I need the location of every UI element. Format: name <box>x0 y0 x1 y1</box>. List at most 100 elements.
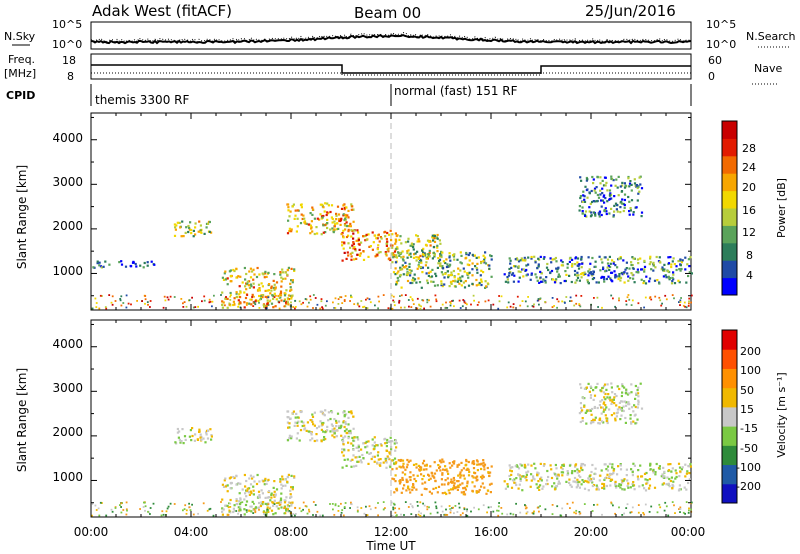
power-echo-cell <box>537 263 540 266</box>
velocity-echo-cell <box>320 428 323 431</box>
power-echo-cell <box>463 300 466 302</box>
velocity-echo-cell <box>238 500 241 503</box>
power-echo-cell <box>111 295 114 298</box>
velocity-echo-cell <box>394 439 397 442</box>
velocity-echo-cell <box>380 444 383 447</box>
power-echo-cell <box>407 237 410 240</box>
velocity-echo-cell <box>244 503 248 507</box>
velocity-echo-cell <box>584 411 587 414</box>
velocity-echo-cell <box>285 509 288 512</box>
power-echo-cell <box>416 267 419 270</box>
power-echo-cell <box>663 269 666 272</box>
power-echo-cell <box>600 213 603 217</box>
velocity-echo-cell <box>359 459 362 462</box>
power-echo-cell <box>273 292 276 295</box>
velocity-echo-cell <box>631 471 634 474</box>
power-echo-cell <box>279 291 283 295</box>
power-echo-cell <box>258 301 260 304</box>
velocity-echo-cell <box>561 464 564 467</box>
power-echo-cell <box>149 300 152 302</box>
velocity-echo-cell <box>554 463 557 467</box>
power-echo-cell <box>656 279 659 282</box>
power-echo-cell <box>669 277 672 280</box>
velocity-echo-cell <box>357 444 360 447</box>
velocity-echo-cell <box>227 514 230 516</box>
velocity-echo-cell <box>250 492 253 495</box>
velocity-echo-cell <box>519 477 522 480</box>
velocity-echo-cell <box>576 471 579 474</box>
power-echo-cell <box>557 273 560 276</box>
power-echo-cell <box>599 269 602 272</box>
power-echo-cell <box>367 255 370 258</box>
velocity-echo-cell <box>340 502 342 505</box>
velocity-echo-cell <box>618 483 621 486</box>
power-echo-cell <box>281 271 285 274</box>
velocity-echo-cell <box>95 509 98 511</box>
power-echo-cell <box>436 266 439 269</box>
velocity-echo-cell <box>356 460 359 463</box>
power-echo-cell <box>475 267 478 270</box>
velocity-echo-cell <box>434 486 438 490</box>
power-echo-cell <box>659 261 662 264</box>
velocity-echo-cell <box>428 490 431 493</box>
power-echo-cell <box>173 296 176 298</box>
velocity-echo-cell <box>251 477 254 480</box>
power-echo-cell <box>625 267 628 270</box>
power-echo-cell <box>525 268 528 272</box>
velocity-colorbar-swatch <box>722 426 737 446</box>
velocity-echo-cell <box>625 388 628 391</box>
velocity-echo-cell <box>585 480 589 483</box>
velocity-echo-cell <box>648 511 651 513</box>
power-echo-cell <box>622 271 625 274</box>
power-echo-cell <box>300 213 303 216</box>
xaxis-label: Time UT <box>365 539 416 553</box>
power-echo-cell <box>400 267 403 270</box>
date-title: 25/Jun/2016 <box>585 2 676 20</box>
power-echo-cell <box>681 259 684 262</box>
power-echo-cell <box>226 283 229 286</box>
velocity-echo-cell <box>643 513 645 516</box>
velocity-echo-cell <box>545 483 548 486</box>
power-echo-cell <box>508 267 511 271</box>
power-echo-cell <box>350 229 353 232</box>
power-cbar-label: Power [dB] <box>775 178 788 238</box>
velocity-echo-cell <box>423 464 427 467</box>
power-echo-cell <box>551 258 554 261</box>
power-echo-cell <box>488 264 491 267</box>
velocity-echo-cell <box>312 423 315 426</box>
power-echo-cell <box>224 297 227 300</box>
velocity-echo-cell <box>152 502 155 505</box>
velocity-echo-cell <box>585 410 588 413</box>
power-echo-cell <box>119 298 122 300</box>
power-echo-cell <box>503 273 506 276</box>
power-echo-cell <box>330 204 334 207</box>
power-echo-cell <box>530 272 533 275</box>
power-echo-cell <box>679 299 682 302</box>
power-echo-cell <box>479 274 482 277</box>
velocity-echo-cell <box>352 454 355 457</box>
velocity-echo-cell <box>422 459 426 462</box>
power-echo-cell <box>545 266 549 269</box>
power-echo-cell <box>583 198 586 201</box>
velocity-echo-cell <box>445 468 448 471</box>
power-echo-cell <box>182 306 185 308</box>
velocity-echo-cell <box>614 417 617 420</box>
velocity-echo-cell <box>503 480 506 483</box>
power-echo-cell <box>251 270 254 273</box>
power-echo-cell <box>358 248 361 251</box>
power-echo-cell <box>248 270 251 273</box>
velocity-echo-cell <box>173 503 176 505</box>
power-echo-cell <box>241 281 244 284</box>
velocity-echo-cell <box>294 416 297 419</box>
velocity-echo-cell <box>287 410 290 413</box>
power-echo-cell <box>285 289 288 292</box>
power-echo-cell <box>514 258 517 261</box>
velocity-echo-cell <box>371 444 374 447</box>
power-echo-cell <box>326 226 329 230</box>
velocity-echo-cell <box>361 453 364 457</box>
velocity-echo-cell <box>239 509 242 512</box>
power-echo-cell <box>244 285 247 288</box>
velocity-echo-cell <box>555 485 558 488</box>
velocity-echo-cell <box>465 468 468 471</box>
power-echo-cell <box>342 236 345 239</box>
